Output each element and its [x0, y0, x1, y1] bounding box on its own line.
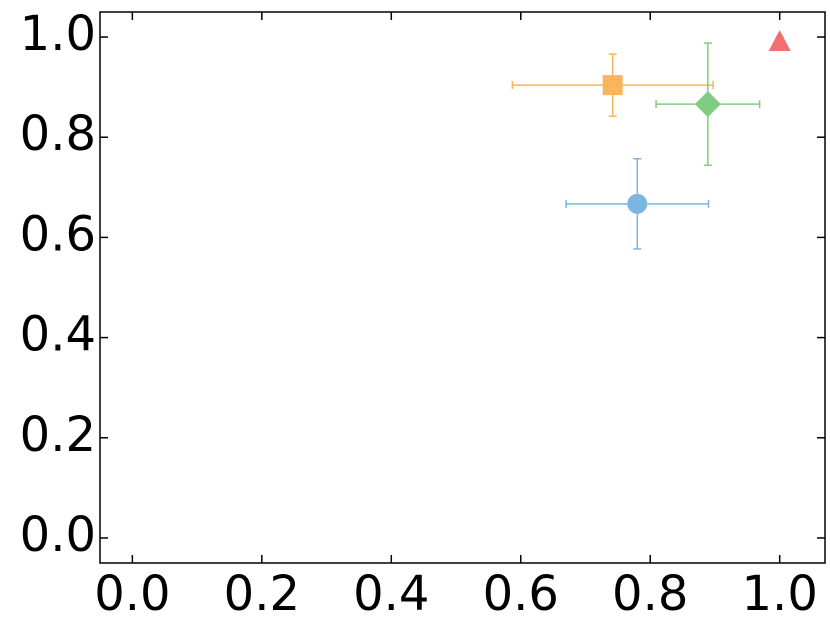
point — [602, 75, 623, 96]
y-tick-label: 0.0 — [20, 507, 96, 563]
y-tick-label: 0.4 — [20, 307, 96, 363]
point — [768, 30, 791, 52]
y-tick-label: 0.8 — [20, 106, 96, 162]
x-tick-label: 1.0 — [742, 566, 818, 622]
y-tick-label: 1.0 — [20, 6, 96, 62]
x-tick-label: 0.6 — [483, 566, 559, 622]
point — [627, 193, 648, 214]
x-tick-label: 0.8 — [612, 566, 688, 622]
y-tick-label: 0.2 — [20, 407, 96, 463]
y-tick-label: 0.6 — [20, 206, 96, 262]
x-tick-label: 0.4 — [353, 566, 429, 622]
plot-frame — [99, 11, 826, 564]
x-tick-label: 0.0 — [94, 566, 170, 622]
x-tick-label: 0.2 — [224, 566, 300, 622]
point — [694, 91, 721, 118]
